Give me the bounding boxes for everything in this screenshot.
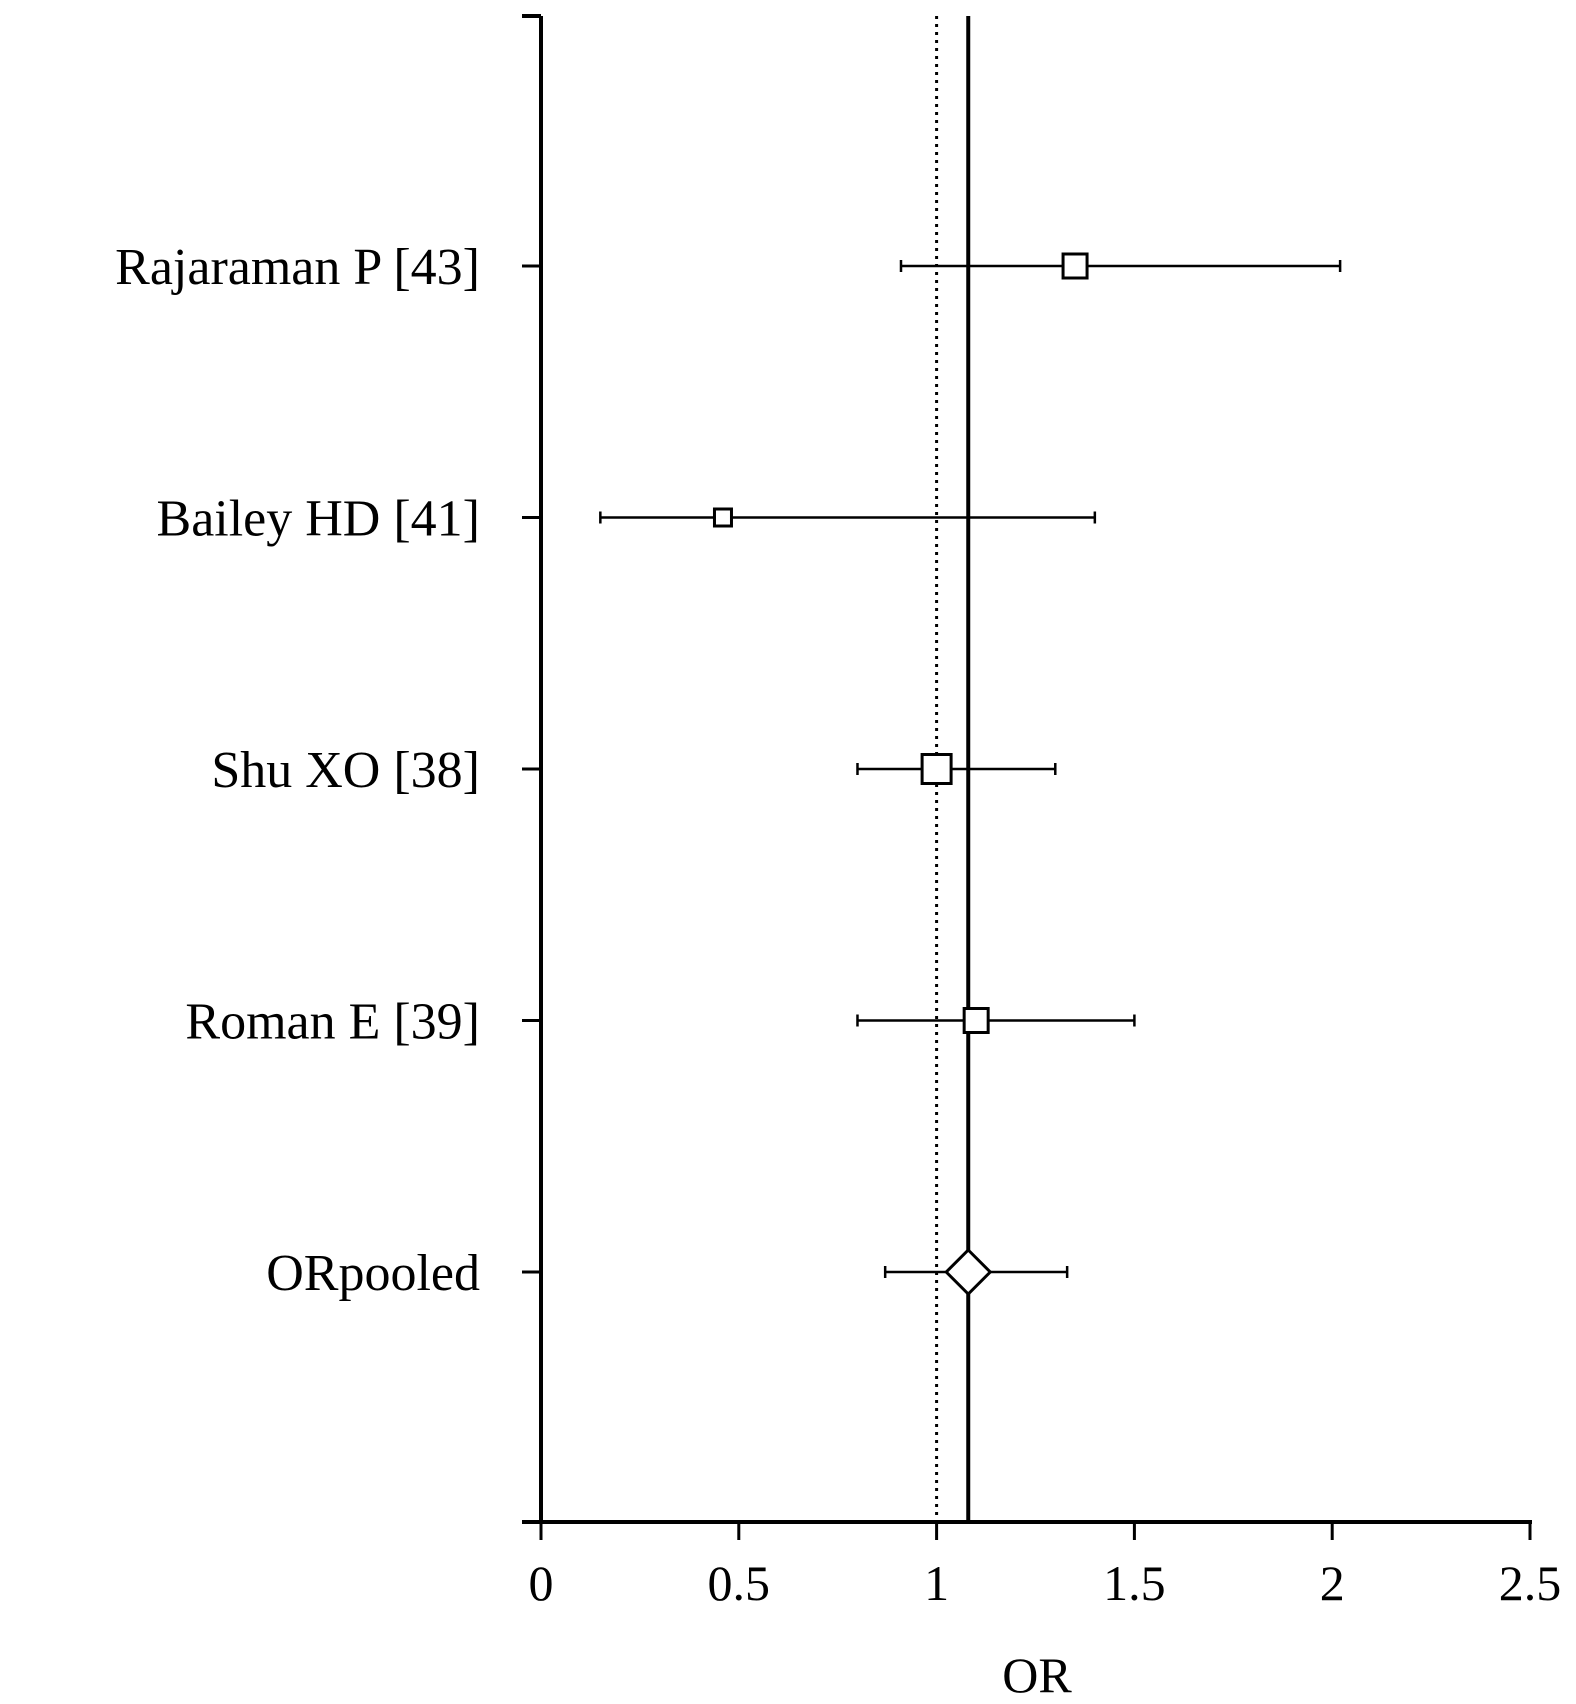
study-label: Shu XO [38] — [211, 742, 480, 799]
study-label: Rajaraman P [43] — [115, 239, 480, 296]
x-axis-title: OR — [1002, 1647, 1072, 1703]
x-tick-label: 2 — [1320, 1555, 1345, 1611]
x-tick-label: 0.5 — [708, 1555, 771, 1611]
pooled-diamond — [944, 1247, 993, 1297]
study-label: Bailey HD [41] — [157, 491, 480, 548]
study-label: ORpooled — [266, 1245, 480, 1302]
point-estimate-square — [962, 1007, 990, 1034]
x-tick-label: 1 — [924, 1555, 949, 1611]
point-estimate-square — [920, 753, 953, 785]
chart-marks: 0 0.5 1 1.5 2 2.5 Rajaraman P [43] Bailey HD [4… — [115, 16, 1561, 1611]
x-tick-label: 1.5 — [1103, 1555, 1166, 1611]
x-tick-label: 0 — [529, 1555, 554, 1611]
point-estimate-square — [1061, 252, 1089, 280]
x-tick-label: 2.5 — [1499, 1555, 1562, 1611]
study-label: Roman E [39] — [185, 994, 480, 1051]
point-estimate-square — [712, 507, 733, 528]
